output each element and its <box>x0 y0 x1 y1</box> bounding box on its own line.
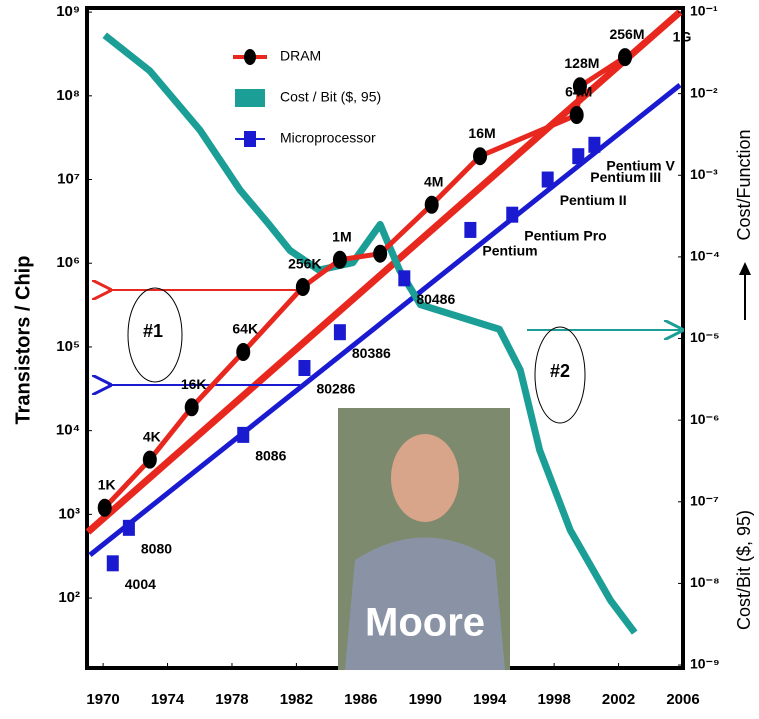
data-label: 256M <box>609 26 644 42</box>
x-tick-label: 1990 <box>409 691 442 708</box>
y2-tick-label: 10⁻⁵ <box>690 329 720 345</box>
y2-tick-label: 10⁻⁸ <box>690 574 720 590</box>
legend-swatch <box>244 49 256 65</box>
x-tick-label: 1970 <box>86 691 119 708</box>
data-label: 4004 <box>125 576 156 592</box>
data-label: 8080 <box>141 541 172 557</box>
data-label: 64K <box>232 321 258 337</box>
x-tick-label: 1978 <box>215 691 248 708</box>
data-label: 1K <box>98 476 116 492</box>
x-tick-label: 1982 <box>280 691 313 708</box>
y-tick-label: 10⁵ <box>56 338 80 355</box>
y2-tick-label: 10⁻⁶ <box>690 411 719 427</box>
data-label: 16K <box>181 376 207 392</box>
data-label: 4K <box>143 428 161 444</box>
point <box>332 250 347 269</box>
y2-tick-label: 10⁻¹ <box>690 3 718 19</box>
data-label: Pentium Pro <box>524 227 606 243</box>
annotation: Moore <box>365 601 485 645</box>
data-label: 8086 <box>255 448 286 464</box>
point <box>142 450 157 469</box>
point <box>373 244 388 263</box>
ellipse <box>127 287 183 383</box>
point <box>236 343 251 362</box>
legend-label: Cost / Bit ($, 95) <box>280 89 381 105</box>
y-tick-label: 10⁷ <box>57 170 80 187</box>
annotation: 1G <box>673 29 692 45</box>
annotation: #1 <box>143 321 163 341</box>
data-label: Pentium III <box>590 169 661 185</box>
data-label: 16M <box>468 125 495 141</box>
arrow-head <box>739 262 751 275</box>
point <box>569 106 584 125</box>
y2-tick-label: 10⁻⁹ <box>690 656 720 672</box>
point <box>572 148 585 165</box>
legend-label: DRAM <box>280 48 321 64</box>
point <box>572 77 587 96</box>
data-label: 80286 <box>316 381 355 397</box>
dram-trend <box>85 9 683 535</box>
photo-figure <box>345 537 505 670</box>
y-tick-label: 10⁶ <box>56 254 80 271</box>
photo: Moore <box>338 408 510 670</box>
y2-tick-label: 10⁻⁷ <box>690 492 719 508</box>
data-label: 1M <box>332 228 351 244</box>
data-label: Pentium <box>482 243 537 259</box>
x-tick-label: 1994 <box>473 691 507 708</box>
point <box>473 147 488 166</box>
point <box>541 171 554 188</box>
point <box>97 498 112 517</box>
y-axis-title: Transistors / Chip <box>12 256 34 425</box>
ellipse <box>534 326 586 424</box>
point <box>106 555 119 572</box>
x-tick-label: 1998 <box>537 691 570 708</box>
x-tick-label: 1986 <box>344 691 377 708</box>
point <box>618 48 633 67</box>
point <box>298 360 311 377</box>
series: 1K4K16K64K256K1M4M16M64M128M256M <box>97 26 645 517</box>
data-label: 128M <box>564 55 599 71</box>
point <box>464 221 477 238</box>
point <box>398 270 411 287</box>
legend-swatch <box>244 131 256 147</box>
series: 400480808086802868038680486PentiumPentiu… <box>106 136 676 592</box>
x-tick-label: 2002 <box>602 691 635 708</box>
data-label: 4M <box>424 173 443 189</box>
point <box>184 398 199 417</box>
y-tick-label: 10³ <box>58 505 80 522</box>
y-tick-label: 10⁹ <box>56 3 80 20</box>
point <box>237 426 250 443</box>
data-label: 80486 <box>416 291 455 307</box>
data-label: 80386 <box>352 345 391 361</box>
point <box>424 195 439 214</box>
x-tick-label: 1974 <box>151 691 185 708</box>
y2-axis-title: Cost/Function <box>734 129 754 240</box>
point <box>333 324 346 341</box>
y-tick-label: 10² <box>58 589 80 606</box>
point <box>122 519 135 536</box>
y2-tick-label: 10⁻⁴ <box>690 248 720 264</box>
data-label: Pentium II <box>560 192 627 208</box>
y-tick-label: 10⁴ <box>56 422 80 439</box>
data-label: Pentium V <box>606 157 675 173</box>
y-tick-label: 10⁸ <box>56 87 80 104</box>
y2-tick-label: 10⁻³ <box>690 166 718 182</box>
y2-tick-label: 10⁻² <box>690 84 718 100</box>
legend-label: Microprocessor <box>280 130 376 146</box>
point <box>588 136 601 153</box>
legend-swatch <box>235 89 265 107</box>
point <box>506 206 519 223</box>
y2-axis-title: Cost/Bit ($, 95) <box>734 510 754 630</box>
series <box>102 32 638 635</box>
annotation: #2 <box>550 361 570 381</box>
photo-figure <box>391 434 459 522</box>
x-tick-label: 2006 <box>666 691 699 708</box>
series-line <box>102 32 638 635</box>
point <box>295 278 310 297</box>
data-label: 256K <box>288 256 321 272</box>
